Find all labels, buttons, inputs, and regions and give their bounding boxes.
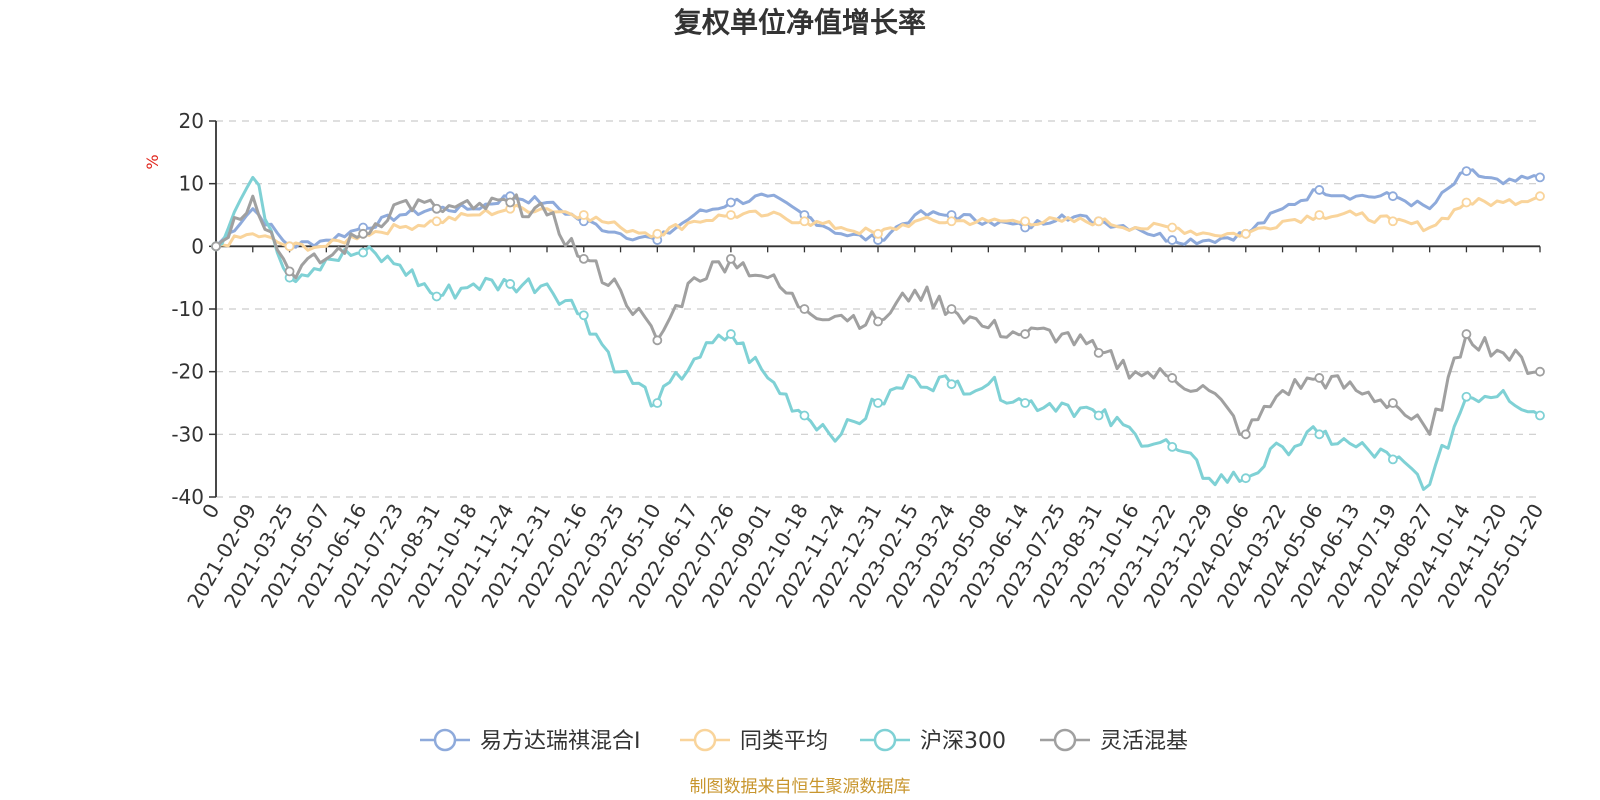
series-point-2-6[interactable] [431,291,442,302]
series-point-1-30[interactable] [1314,210,1325,220]
series-point-3-14[interactable] [725,253,736,264]
series-point-1-2[interactable] [284,241,295,252]
series-point-3-28[interactable] [1240,429,1251,440]
y-tick-label: 10 [179,172,204,196]
series-point-0-30[interactable] [1314,185,1325,195]
x-tick-label: 0 [197,500,224,523]
series-point-2-30[interactable] [1314,429,1325,440]
y-tick-label: -30 [171,422,204,446]
series-point-1-6[interactable] [431,216,442,227]
series-point-0-26[interactable] [1167,235,1178,245]
series-point-2-26[interactable] [1167,441,1178,452]
legend-swatch-marker [433,728,457,752]
series-point-2-20[interactable] [946,379,957,390]
series-point-1-36[interactable] [1535,191,1545,202]
chart-title: 复权单位净值增长率 [674,6,926,39]
y-tick-label: 0 [191,234,204,258]
series-point-0-34[interactable] [1461,166,1472,177]
legend-label: 沪深300 [920,729,1006,754]
series-point-0-36[interactable] [1535,172,1545,183]
series-point-2-18[interactable] [873,398,883,408]
series-point-3-26[interactable] [1167,373,1178,383]
legend-item-2[interactable]: 沪深300 [860,728,1006,754]
series-point-1-28[interactable] [1240,228,1251,239]
series-point-2-32[interactable] [1387,454,1398,465]
series-point-3-24[interactable] [1093,347,1104,358]
series-point-2-22[interactable] [1020,398,1031,408]
series-point-3-34[interactable] [1461,329,1472,339]
legend-swatch-marker [693,728,717,752]
series-point-3-30[interactable] [1314,373,1325,383]
y-tick-label: 20 [179,109,204,133]
series-point-1-20[interactable] [946,216,957,227]
series-point-3-36[interactable] [1535,366,1545,377]
series-point-3-12[interactable] [652,335,663,346]
legend-label: 易方达瑞祺混合I [480,729,641,754]
series-point-2-10[interactable] [578,310,589,321]
legend-label: 灵活混基 [1100,729,1188,754]
series-point-3-16[interactable] [799,304,810,314]
series-point-1-22[interactable] [1020,216,1031,227]
legend-swatch-marker [873,728,897,752]
series-point-3-8[interactable] [505,197,516,208]
series-point-1-34[interactable] [1461,197,1472,208]
series-point-3-2[interactable] [284,266,295,277]
y-tick-label: -10 [171,297,204,321]
series-point-2-28[interactable] [1240,473,1251,484]
series-point-1-16[interactable] [799,216,810,227]
series-point-3-6[interactable] [431,203,442,214]
series-point-1-18[interactable] [873,228,883,239]
series-point-2-12[interactable] [652,398,663,408]
y-tick-label: -40 [171,485,204,509]
series-point-2-4[interactable] [358,247,369,258]
series-point-0-14[interactable] [725,197,736,208]
series-point-1-12[interactable] [652,228,663,239]
series-point-3-32[interactable] [1387,398,1398,408]
series-point-2-36[interactable] [1535,410,1545,421]
series-point-2-34[interactable] [1461,391,1472,402]
y-axis: 20 10 0 -10 -20 -30 -40 [171,109,217,509]
series-point-2-8[interactable] [505,279,516,289]
series-point-3-4[interactable] [358,228,369,239]
series-point-2-24[interactable] [1093,410,1104,421]
series-point-2-14[interactable] [725,329,736,339]
legend-label: 同类平均 [740,729,828,754]
series-line-2 [215,175,1541,491]
series-point-0-32[interactable] [1387,191,1398,202]
y-tick-label: -20 [171,360,204,384]
series-point-1-10[interactable] [578,210,589,220]
legend-swatch-marker [1053,728,1077,752]
series-point-1-14[interactable] [725,210,736,220]
legend-item-3[interactable]: 灵活混基 [1040,728,1188,754]
series-point-3-20[interactable] [946,304,957,314]
legend-item-0[interactable]: 易方达瑞祺混合I [420,728,641,754]
legend[interactable]: 易方达瑞祺混合I 同类平均 沪深300 灵活混基 [420,728,1188,754]
series-point-1-26[interactable] [1167,222,1178,233]
series-point-3-18[interactable] [873,316,883,327]
series-point-1-32[interactable] [1387,216,1398,227]
series-point-2-16[interactable] [799,410,810,421]
legend-item-1[interactable]: 同类平均 [680,728,828,754]
x-axis: 02021-02-092021-03-252021-05-072021-06-1… [182,245,1548,612]
series-lines [211,166,1545,491]
series-point-3-0[interactable] [211,241,221,252]
y-axis-unit: % [143,154,162,169]
series-point-1-24[interactable] [1093,216,1104,227]
series-point-3-22[interactable] [1020,329,1031,339]
series-point-3-10[interactable] [578,253,589,264]
data-source-note: 制图数据来自恒生聚源数据库 [690,777,911,797]
